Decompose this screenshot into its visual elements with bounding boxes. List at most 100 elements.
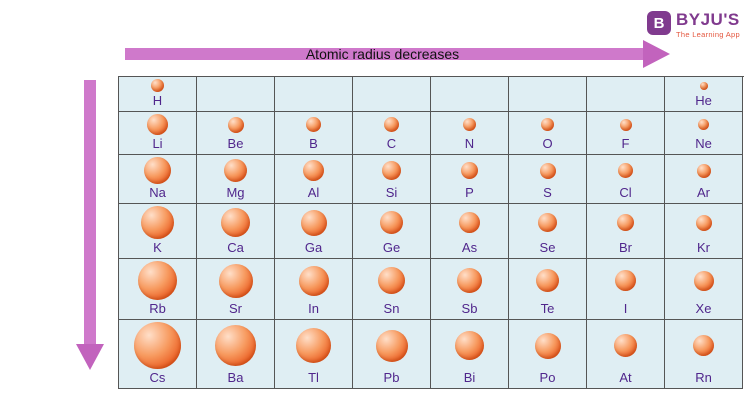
element-symbol: Al	[307, 185, 320, 201]
element-cell: Al	[275, 155, 353, 204]
element-symbol: C	[386, 136, 397, 152]
atom-sphere	[699, 81, 708, 90]
element-cell: Na	[119, 155, 197, 204]
element-symbol: Ne	[695, 136, 712, 152]
element-symbol: F	[621, 136, 630, 152]
atom-sphere	[375, 329, 408, 362]
empty-cell	[197, 77, 275, 112]
atom-sphere	[455, 331, 484, 361]
element-cell: Xe	[665, 259, 743, 320]
atom-sphere	[614, 334, 637, 358]
element-cell: In	[275, 259, 353, 320]
down-arrow-icon	[76, 80, 104, 370]
element-cell: Sb	[431, 259, 509, 320]
element-cell: Rb	[119, 259, 197, 320]
atom-sphere	[378, 267, 405, 295]
atom-sphere	[224, 159, 247, 183]
atom-sphere	[151, 79, 164, 93]
element-cell: Ar	[665, 155, 743, 204]
element-cell: Po	[509, 320, 587, 389]
element-symbol: Ba	[227, 370, 244, 386]
element-symbol: Te	[540, 301, 555, 317]
atom-sphere	[215, 325, 256, 367]
atom-sphere	[384, 117, 399, 133]
element-cell: P	[431, 155, 509, 204]
element-cell: O	[509, 112, 587, 155]
atom-sphere	[144, 157, 171, 185]
element-cell: Be	[197, 112, 275, 155]
element-symbol: Sn	[383, 301, 400, 317]
element-cell: Br	[587, 204, 665, 259]
element-cell: I	[587, 259, 665, 320]
element-cell: Pb	[353, 320, 431, 389]
element-cell: Kr	[665, 204, 743, 259]
atom-sphere	[459, 212, 480, 234]
element-cell: As	[431, 204, 509, 259]
empty-cell	[587, 77, 665, 112]
element-symbol: Tl	[308, 370, 319, 386]
element-symbol: Sb	[461, 301, 478, 317]
empty-cell	[275, 77, 353, 112]
period-row: Cs Ba Tl Pb Bi Po At Rn	[119, 320, 744, 389]
element-cell: F	[587, 112, 665, 155]
atom-sphere	[147, 114, 168, 136]
horizontal-trend-arrow: Atomic radius decreases	[125, 40, 670, 68]
byjus-logo: B BYJU'S The Learning App	[646, 11, 740, 39]
element-symbol: Li	[152, 136, 163, 152]
element-cell: Te	[509, 259, 587, 320]
atom-sphere	[218, 263, 253, 298]
atom-sphere	[696, 163, 711, 178]
element-symbol: Po	[539, 370, 556, 386]
element-cell: Si	[353, 155, 431, 204]
atom-sphere	[134, 322, 181, 370]
element-cell: Ba	[197, 320, 275, 389]
atom-sphere	[461, 162, 478, 180]
element-symbol: In	[308, 301, 319, 317]
element-symbol: Bi	[463, 370, 476, 386]
element-symbol: Be	[227, 136, 244, 152]
element-symbol: P	[465, 185, 474, 201]
right-arrow-icon	[125, 40, 670, 68]
atom-sphere	[141, 206, 174, 240]
element-cell: S	[509, 155, 587, 204]
element-symbol: H	[152, 93, 163, 109]
element-cell: Ca	[197, 204, 275, 259]
element-symbol: Ga	[304, 240, 323, 256]
atom-sphere	[457, 268, 482, 294]
element-symbol: S	[543, 185, 552, 201]
element-cell: At	[587, 320, 665, 389]
atom-sphere	[298, 265, 329, 296]
element-symbol: Br	[619, 240, 632, 256]
atom-sphere	[615, 270, 636, 292]
atom-sphere	[306, 117, 321, 133]
atom-sphere	[617, 214, 634, 232]
element-cell: K	[119, 204, 197, 259]
element-cell: Sn	[353, 259, 431, 320]
element-cell: N	[431, 112, 509, 155]
atom-sphere	[693, 270, 714, 291]
element-cell: He	[665, 77, 743, 112]
element-cell: Bi	[431, 320, 509, 389]
element-cell: H	[119, 77, 197, 112]
atom-sphere	[541, 118, 554, 132]
element-cell: Ga	[275, 204, 353, 259]
element-symbol: Na	[149, 185, 166, 201]
element-symbol: Ge	[382, 240, 401, 256]
period-row: K Ca Ga Ge As Se Br Kr	[119, 204, 744, 259]
byjus-tagline: The Learning App	[675, 30, 740, 39]
element-symbol: Cl	[619, 185, 632, 201]
element-symbol: Se	[539, 240, 556, 256]
atom-sphere	[538, 213, 557, 233]
atom-sphere	[300, 209, 327, 236]
element-symbol: Ar	[697, 185, 710, 201]
element-symbol: Si	[385, 185, 398, 201]
element-symbol: O	[542, 136, 553, 152]
horizontal-arrow-label: Atomic radius decreases	[305, 46, 460, 62]
element-cell: Se	[509, 204, 587, 259]
empty-cell	[353, 77, 431, 112]
element-symbol: Pb	[383, 370, 400, 386]
element-cell: Rn	[665, 320, 743, 389]
atom-sphere	[539, 162, 556, 179]
atom-sphere	[619, 118, 632, 131]
atom-sphere	[463, 118, 476, 132]
